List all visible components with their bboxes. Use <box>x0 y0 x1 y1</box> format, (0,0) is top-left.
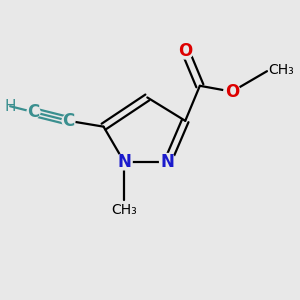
Text: C: C <box>27 103 40 121</box>
Text: CH₃: CH₃ <box>111 202 137 217</box>
Text: N: N <box>161 153 175 171</box>
Text: CH₃: CH₃ <box>268 63 294 77</box>
Circle shape <box>62 114 75 127</box>
Circle shape <box>224 83 240 100</box>
Text: O: O <box>225 82 239 100</box>
Text: C: C <box>62 112 75 130</box>
Text: N: N <box>117 153 131 171</box>
Circle shape <box>116 154 132 170</box>
Text: O: O <box>178 42 192 60</box>
Circle shape <box>177 43 194 59</box>
Circle shape <box>160 154 176 170</box>
Circle shape <box>27 106 40 118</box>
Text: H: H <box>4 99 16 114</box>
